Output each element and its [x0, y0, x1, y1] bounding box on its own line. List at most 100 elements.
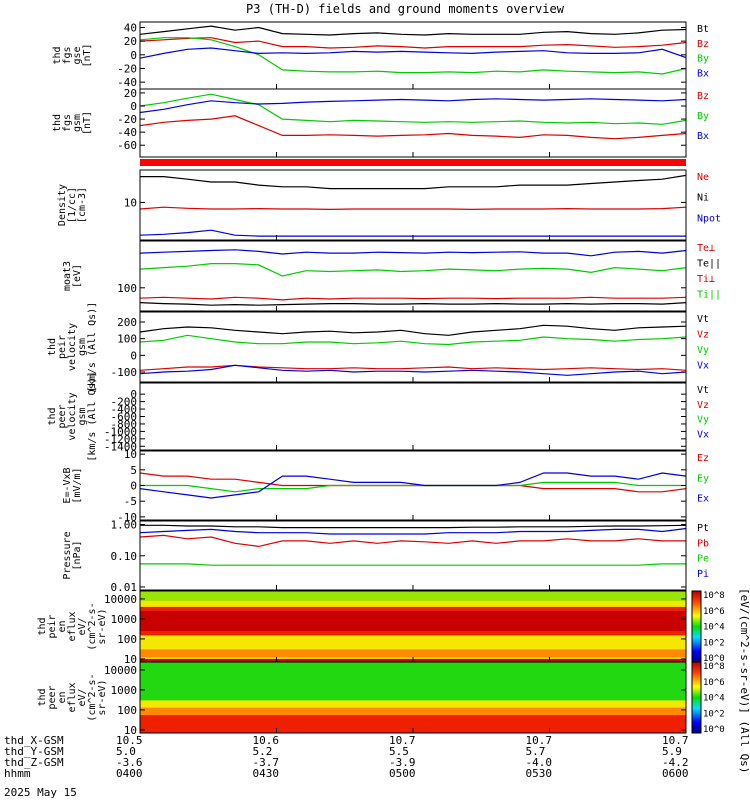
y-tick-label: 1000 — [111, 613, 138, 626]
axis-row-value: 10.7 — [526, 734, 553, 747]
panel-stack: 40200-20-40thdfgsgse[nT]BtBzByBx200-20-4… — [37, 21, 721, 736]
panel-quality-bar — [140, 159, 686, 166]
y-axis-label-line: thd — [47, 407, 58, 425]
series-ni-line — [140, 174, 687, 190]
heatmap-band-2 — [140, 707, 686, 716]
y-axis-label: Pressure[nPa] — [62, 531, 83, 579]
y-axis-label-line: thd — [52, 46, 63, 64]
panel-fgs-gsm: 200-20-40-60 thdfgsgsm[nT] Bz By Bx — [52, 87, 709, 158]
legend-bz: Bz — [697, 91, 709, 102]
panel-temperature: 100 moat3[eV] Te⊥ Te|| Ti⊥ Ti|| — [62, 240, 721, 312]
y-tick-label: -1000 — [104, 425, 137, 438]
axis-row-value: 10.7 — [389, 734, 416, 747]
heatmap-band-1 — [140, 591, 686, 601]
y-axis-label-line: [cm-3] — [77, 187, 88, 223]
y-axis-label-line: [km/s (All Qs)] — [87, 302, 98, 392]
legend-vx: Vx — [697, 361, 709, 372]
series-vt-line — [139, 324, 687, 336]
series-te-line — [139, 249, 687, 257]
y-tick-label: 1000 — [111, 684, 138, 697]
y-axis-label-line: eflux — [67, 611, 78, 641]
y-tick-label: 100 — [117, 633, 137, 646]
y-axis-label-line: gsm — [77, 407, 88, 425]
y-axis-label-line: peir — [57, 335, 68, 359]
axis-row-value: 10.7 — [662, 734, 689, 747]
legend-pe: Pe — [697, 554, 709, 565]
colorbar-tick-label: 10^0 — [703, 654, 725, 664]
y-tick-label: -800 — [111, 418, 138, 431]
heatmap-band-1 — [140, 700, 686, 709]
axis-row-value: -3.9 — [389, 756, 416, 769]
legend-vz: Vz — [697, 330, 709, 341]
colorbar-tick-label: 10^2 — [703, 709, 725, 719]
colorbar-label: [eV/(cm^2-s-sr-eV)] (All Qs) — [738, 588, 750, 773]
y-axis-label-line: peir — [47, 614, 58, 638]
y-tick-label: -400 — [111, 403, 138, 416]
y-tick-label: 0.01 — [111, 581, 138, 594]
colorbar-scale — [691, 590, 702, 663]
colorbar-tick-label: 10^4 — [703, 623, 725, 633]
y-axis-label-line: [nPa] — [72, 540, 83, 570]
y-axis-label-line: moat3 — [62, 261, 73, 291]
y-axis-label-line: thd — [52, 114, 63, 132]
y-axis-label-line: peer — [47, 685, 58, 709]
date-label: 2025 May 15 — [4, 786, 77, 799]
series-vy-line — [139, 334, 687, 346]
panel-frame — [139, 169, 687, 241]
y-tick-label: 20 — [124, 35, 137, 48]
legend-vt: Vt — [697, 385, 709, 396]
legend-vy: Vy — [697, 345, 709, 356]
legend-ni: Ni — [697, 193, 709, 204]
y-axis-label-line: Pressure — [62, 531, 73, 579]
series-bx-line — [139, 98, 687, 114]
legend-te: Te|| — [697, 259, 721, 270]
series-te-line — [139, 302, 687, 306]
series-by-line — [139, 93, 687, 125]
y-tick-label: 10 — [124, 196, 137, 209]
axis-row-value: -4.2 — [662, 756, 689, 769]
panel-frame — [139, 240, 687, 312]
y-tick-label: -20 — [117, 62, 137, 75]
y-tick-label: 0 — [130, 49, 137, 62]
y-tick-label: 0 — [130, 388, 137, 401]
y-axis-label: Density[1/cc][cm-3] — [57, 184, 88, 226]
series-bt-line — [139, 25, 687, 36]
panel-peir-eflux: 10000 1000 100 10 thdpeirenefluxeV/(cm^2-s-s… — [37, 590, 687, 666]
y-tick-label: -200 — [111, 396, 138, 409]
axis-row-value: 10.6 — [253, 734, 280, 747]
y-axis-label-line: gsm — [72, 114, 83, 132]
y-axis-label-line: (cm^2-s- — [87, 602, 98, 650]
page-title: P3 (TH-D) fields and ground moments over… — [246, 2, 565, 16]
colorbar-scale — [691, 661, 702, 734]
legend-by: By — [697, 111, 709, 122]
panel-peir-velocity: 200 100 0 -100 thdpeirvelocitygsm[km/s (All … — [47, 302, 709, 392]
axis-row-label: thd_Y-GSM — [4, 745, 64, 758]
y-axis-label-line: eflux — [67, 682, 78, 712]
series-pi-line — [139, 527, 687, 535]
axis-row-value: 0430 — [253, 767, 280, 780]
legend-vy: Vy — [697, 415, 709, 426]
series-ne-line — [139, 206, 687, 211]
panel-pressure: 1.00 0.10 0.01 Pressure[nPa] Pt Pb Pe Pi — [62, 519, 709, 594]
time-axis-labels: thd_X-GSM 10.5 10.6 10.7 10.7 10.7 thd_Y-GSM 5.… — [4, 734, 689, 780]
series-ti-line — [139, 296, 687, 301]
y-tick-label: 10 — [124, 724, 137, 737]
y-tick-label: 100 — [117, 333, 137, 346]
y-axis-label-line: peer — [57, 404, 68, 428]
y-tick-label: -5 — [124, 495, 137, 508]
colorbar-tick-label: 10^2 — [703, 638, 725, 648]
legend-vt: Vt — [697, 314, 709, 325]
series-vx-line — [139, 364, 687, 376]
y-axis-label: E=-VxB[mV/m] — [62, 467, 83, 503]
legend-ey: Ey — [697, 473, 709, 484]
legend-bt: Bt — [697, 24, 709, 35]
axis-row-value: 5.2 — [253, 745, 273, 758]
panel-peer-eflux: 10000 1000 100 10 thdpeerenefluxeV/(cm^2-s-s… — [37, 661, 687, 737]
y-axis-label-line: fgs — [62, 114, 73, 132]
series-bz-line — [139, 115, 687, 140]
colorbar-tick-label: 10^8 — [703, 591, 725, 601]
y-axis-label-line: thd — [37, 688, 48, 706]
y-axis-label-line: eV/ — [77, 617, 88, 635]
axis-row-value: -3.7 — [253, 756, 280, 769]
axis-row-label: thd_X-GSM — [4, 734, 64, 747]
